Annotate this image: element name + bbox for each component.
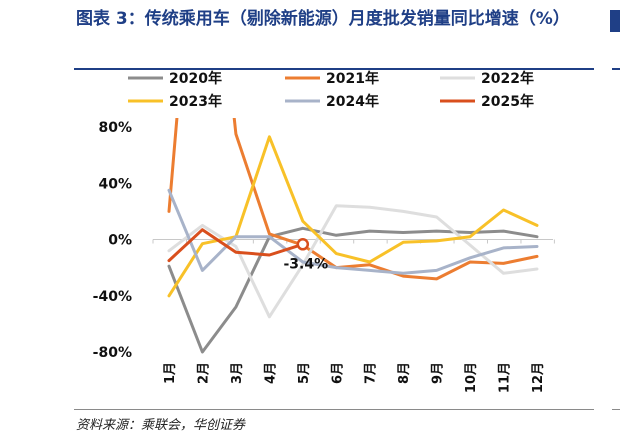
series-line-2025 bbox=[167, 228, 305, 263]
x-tick-label-3: 3月 bbox=[230, 362, 245, 384]
x-tick-label-2: 2月 bbox=[196, 362, 211, 384]
x-tick-label-6: 6月 bbox=[330, 362, 345, 384]
adjacent-panel-bottom-rule bbox=[612, 409, 620, 410]
legend-label-2023: 2023年 bbox=[169, 93, 222, 110]
x-axis: 1月 2月 3月 4月 5月 6月 7月 8月 9月 10月 11月 12月 bbox=[152, 239, 555, 393]
annotation-layer: -3.4% bbox=[283, 238, 328, 272]
y-tick-label-0: 0% bbox=[108, 233, 132, 249]
chart-title: 图表 3：传统乘用车（剔除新能源）月度批发销量同比增速（%） bbox=[76, 9, 570, 29]
x-tick-label-4: 4月 bbox=[263, 362, 278, 384]
legend-label-2025: 2025年 bbox=[481, 93, 534, 110]
adjacent-panel-edge-rule bbox=[612, 68, 620, 70]
annotation-label: -3.4% bbox=[283, 256, 328, 272]
chart-legend: 2020年 2021年 2022年 2023年 2024年 2025年 bbox=[128, 70, 534, 110]
y-axis: 80% 40% 0% -40% -80% bbox=[93, 120, 132, 361]
annotation-marker bbox=[296, 238, 310, 251]
y-tick-label-40: -40% bbox=[93, 289, 132, 305]
y-tick-label-80: 80% bbox=[98, 120, 132, 136]
legend-label-2020: 2020年 bbox=[169, 70, 222, 87]
legend-label-2022: 2022年 bbox=[481, 70, 534, 87]
y-tick-label-80: -80% bbox=[93, 345, 132, 361]
x-tick-label-8: 8月 bbox=[397, 362, 412, 384]
series-line-2021 bbox=[167, 118, 539, 281]
adjacent-panel-edge-mark bbox=[610, 10, 620, 32]
source-rule bbox=[74, 409, 594, 410]
series-line-2024 bbox=[167, 188, 539, 275]
x-tick-label-5: 5月 bbox=[297, 362, 312, 384]
x-tick-label-9: 9月 bbox=[431, 362, 446, 384]
series-line-2023 bbox=[167, 135, 539, 298]
x-tick-label-1: 1月 bbox=[163, 362, 178, 384]
title-rule bbox=[74, 68, 594, 70]
source-note: 资料来源：乘联会，华创证券 bbox=[76, 418, 246, 433]
x-tick-label-11: 11月 bbox=[498, 362, 513, 393]
x-tick-label-7: 7月 bbox=[364, 362, 379, 384]
y-tick-label-40: 40% bbox=[98, 176, 132, 192]
legend-label-2024: 2024年 bbox=[326, 93, 379, 110]
x-tick-label-12: 12月 bbox=[531, 362, 546, 393]
x-tick-label-10: 10月 bbox=[464, 362, 479, 393]
series-layer bbox=[167, 118, 539, 354]
legend-label-2021: 2021年 bbox=[326, 70, 379, 87]
